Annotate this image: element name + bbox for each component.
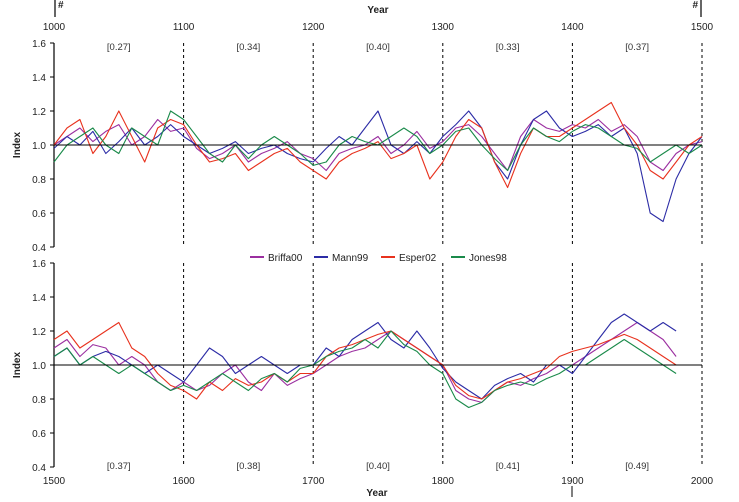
legend-label-mann99: Mann99 bbox=[332, 253, 369, 264]
y-tick-label: 1.0 bbox=[32, 361, 46, 372]
y-tick-label: 1.4 bbox=[32, 73, 46, 84]
y-tick-label: 0.8 bbox=[32, 175, 46, 186]
correlation-interval-label: [0.34] bbox=[237, 42, 261, 53]
y-tick-label: 0.6 bbox=[32, 429, 46, 440]
correlation-interval-label: [0.41] bbox=[496, 461, 520, 472]
x-tick-label: 1700 bbox=[302, 476, 325, 487]
x-tick-label: 2000 bbox=[691, 476, 714, 487]
x-tick-label: 1000 bbox=[43, 22, 66, 33]
y-axis-label: Index bbox=[12, 352, 23, 379]
x-axis-label: Year bbox=[367, 5, 388, 16]
y-tick-label: 1.6 bbox=[32, 259, 46, 270]
x-axis-label: Year bbox=[366, 488, 387, 497]
correlation-interval-label: [0.37] bbox=[625, 42, 649, 53]
y-axis-label: Index bbox=[12, 132, 23, 159]
x-tick-label: 1400 bbox=[561, 22, 584, 33]
correlation-interval-label: [0.49] bbox=[625, 461, 649, 472]
series-line-mann99 bbox=[53, 313, 677, 400]
series-line-briffa00 bbox=[53, 118, 703, 172]
y-tick-label: 0.4 bbox=[32, 463, 46, 474]
correlation-interval-label: [0.38] bbox=[237, 461, 261, 472]
y-tick-label: 1.2 bbox=[32, 107, 46, 118]
x-tick-label: 1500 bbox=[691, 22, 714, 33]
corner-mark: # bbox=[58, 0, 64, 11]
x-tick-label: 1800 bbox=[432, 476, 455, 487]
x-tick-label: 1100 bbox=[173, 22, 195, 33]
correlation-interval-label: [0.27] bbox=[107, 42, 131, 53]
y-tick-label: 1.2 bbox=[32, 327, 46, 338]
legend-label-esper02: Esper02 bbox=[399, 253, 437, 264]
legend-label-briffa00: Briffa00 bbox=[268, 253, 303, 264]
series-line-jones98 bbox=[53, 110, 703, 172]
x-tick-label: 1300 bbox=[432, 22, 455, 33]
corner-mark: # bbox=[692, 0, 698, 11]
x-tick-label: 1600 bbox=[172, 476, 195, 487]
y-tick-label: 0.4 bbox=[32, 243, 46, 254]
correlation-interval-label: [0.40] bbox=[366, 461, 390, 472]
series-line-esper02 bbox=[53, 101, 703, 189]
correlation-interval-label: [0.40] bbox=[366, 42, 390, 53]
y-tick-label: 0.6 bbox=[32, 209, 46, 220]
x-tick-label: 1500 bbox=[43, 476, 66, 487]
correlation-interval-label: [0.33] bbox=[496, 42, 520, 53]
y-tick-label: 1.4 bbox=[32, 293, 46, 304]
y-tick-label: 1.0 bbox=[32, 141, 46, 152]
x-tick-label: 1200 bbox=[302, 22, 325, 33]
y-tick-label: 1.6 bbox=[32, 39, 46, 50]
series-line-briffa00 bbox=[53, 321, 677, 403]
y-tick-label: 0.8 bbox=[32, 395, 46, 406]
legend-label-jones98: Jones98 bbox=[469, 253, 507, 264]
correlation-interval-label: [0.37] bbox=[107, 461, 131, 472]
x-tick-label: 1900 bbox=[561, 476, 584, 487]
